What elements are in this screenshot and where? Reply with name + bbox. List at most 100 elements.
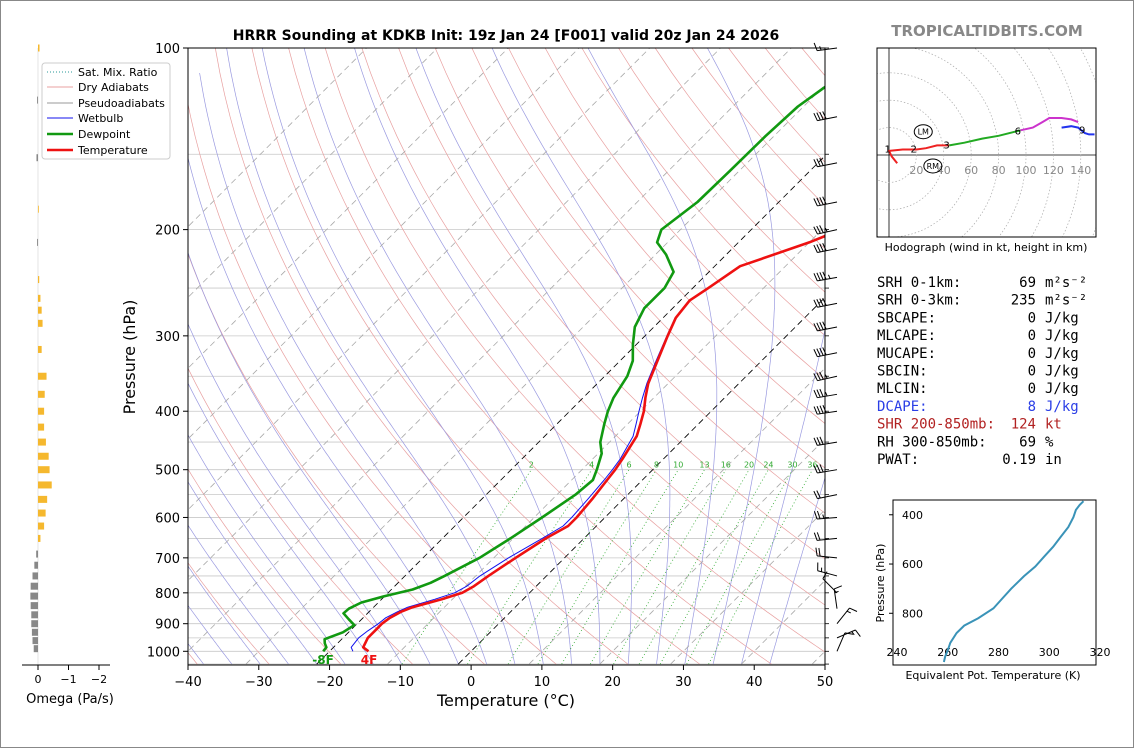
barb-full — [816, 405, 821, 414]
mixing-ratio-label: 24 — [763, 461, 773, 470]
index-value: 0 — [1028, 346, 1036, 362]
barb-shaft — [817, 248, 838, 253]
barb-full — [816, 389, 821, 398]
barb-shaft — [817, 47, 838, 52]
pseudoadiabat — [226, 48, 516, 665]
mixing-ratio-label: 6 — [626, 461, 631, 470]
wind-barb — [813, 111, 838, 122]
barb-half — [819, 46, 822, 51]
barb-half — [851, 631, 855, 636]
legend-wetbulb: Wetbulb — [78, 112, 123, 125]
omega-bar — [38, 522, 45, 530]
hodograph-height-label: 3 — [943, 140, 949, 151]
mixing-ratio-line — [708, 469, 813, 665]
pseudoadiabat — [741, 327, 825, 665]
pseudoadiabat — [188, 434, 346, 665]
wind-barb — [836, 632, 854, 652]
barb-shaft — [817, 162, 838, 168]
minus20-isotherm — [316, 155, 825, 665]
index-unit: kt — [1045, 417, 1062, 433]
omega-bar — [30, 592, 38, 600]
barb-full — [813, 465, 818, 474]
isotherm-dashed — [188, 48, 651, 511]
theta-e-x-tick-label: 240 — [887, 646, 908, 659]
legend-dewpoint: Dewpoint — [78, 128, 131, 141]
omega-bar — [38, 509, 46, 517]
index-value: 235 — [1011, 293, 1036, 309]
wind-barb — [813, 297, 838, 308]
barb-full — [816, 437, 821, 446]
wind-barb — [813, 321, 838, 332]
mixing-ratio-line — [590, 469, 705, 665]
barb-half — [822, 514, 825, 519]
barb-full — [822, 196, 827, 205]
mixing-ratio-line — [613, 469, 727, 665]
isotherm-dashed — [670, 509, 825, 665]
zero-isotherm — [458, 296, 825, 665]
skewt-y-tick-label: 500 — [155, 464, 180, 479]
barb-full — [819, 272, 824, 281]
index-value: 0 — [1028, 328, 1036, 344]
wind-barb — [813, 347, 838, 358]
pseudoadiabat — [261, 48, 544, 665]
mixing-ratio-line — [537, 469, 657, 665]
mixing-ratio-label: 16 — [721, 461, 731, 470]
barb-full — [813, 159, 818, 167]
barb-full — [816, 532, 821, 541]
barb-full — [813, 226, 818, 235]
wind-barb — [817, 562, 838, 577]
right-mover-marker — [923, 158, 943, 174]
hodograph-height-label: 6 — [1015, 127, 1021, 138]
barb-full — [816, 322, 821, 331]
skewt-y-tick-label: 600 — [155, 511, 180, 526]
theta-e-profile — [942, 500, 1085, 663]
left-mover-marker — [913, 124, 933, 140]
wind-barb — [813, 436, 838, 446]
wind-barb — [813, 532, 838, 541]
pseudoadiabat — [188, 565, 261, 665]
omega-bar — [38, 407, 45, 415]
hodograph-ring — [877, 99, 945, 211]
skewt-x-tick-label: 0 — [467, 675, 475, 690]
omega-x-tick-label: −2 — [91, 673, 107, 686]
chart-title: HRRR Sounding at KDKB Init: 19z Jan 24 [… — [233, 28, 779, 44]
omega-bar — [33, 645, 38, 653]
theta-e-y-tick-label: 400 — [902, 509, 923, 522]
dry-adiabat — [188, 468, 342, 665]
theta-e-y-tick-label: 800 — [902, 607, 923, 620]
pseudoadiabat — [354, 48, 601, 665]
omega-bar — [38, 372, 47, 380]
barb-full — [813, 112, 818, 121]
omega-bar — [38, 438, 46, 446]
barb-half — [846, 610, 851, 614]
hodograph-ring-label: 140 — [1070, 164, 1091, 177]
barb-full — [819, 464, 824, 473]
index-label: MLCIN: — [877, 381, 928, 397]
index-unit: J/kg — [1045, 328, 1079, 344]
dry-adiabat — [288, 48, 772, 665]
barb-full — [819, 111, 824, 120]
barb-full — [819, 371, 824, 380]
dry-adiabat — [581, 48, 825, 337]
omega-bar — [36, 154, 38, 162]
wind-barb — [813, 243, 838, 253]
barb-full — [822, 405, 827, 414]
theta-e-x-tick-label: 320 — [1090, 646, 1111, 659]
barb-full — [819, 388, 824, 397]
theta-e-frame — [892, 499, 1097, 666]
temperature-profile — [361, 234, 825, 653]
barb-full — [816, 197, 821, 206]
pseudoadiabat — [199, 72, 487, 665]
dry-adiabat — [508, 48, 825, 424]
skewt-x-tick-label: 10 — [534, 675, 551, 690]
hodograph-height-label: 2 — [910, 145, 916, 156]
index-label: SRH 0-3km: — [877, 293, 961, 309]
dry-adiabat — [188, 562, 270, 665]
barb-full — [818, 547, 821, 557]
barb-shaft — [817, 537, 838, 541]
barb-full — [813, 244, 818, 253]
barb-full — [813, 437, 818, 446]
index-value: 69 — [1019, 434, 1036, 450]
dry-adiabat — [188, 367, 413, 665]
skewt-x-tick-label: 20 — [604, 675, 621, 690]
